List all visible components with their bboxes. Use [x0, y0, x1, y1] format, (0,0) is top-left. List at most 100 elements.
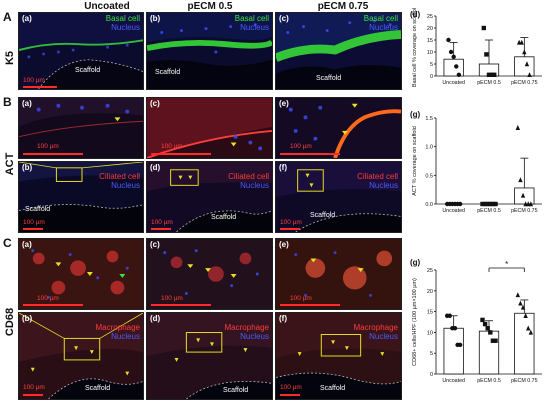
act-uncoated-zoom-micrograph: [19, 98, 143, 158]
cd68-pecm05-overview-micrograph: [147, 313, 272, 399]
legend-nucleus: Nucleus: [240, 23, 269, 32]
y-tick-label: 1.5: [425, 116, 433, 122]
x-tick-label: pECM 0.75: [511, 80, 538, 86]
panel-legend: Basal cell Nucleus: [235, 14, 269, 32]
panel-legend: Ciliated cell Nucleus: [99, 172, 140, 190]
x-tick-label: pECM 0.5: [477, 378, 501, 384]
row-label-act: ACT: [4, 152, 16, 176]
act-pecm05-overview-micrograph: [147, 162, 272, 232]
scale-bar: [151, 228, 171, 230]
data-point: [486, 72, 492, 77]
act-pecm075-overview-image: (f) Ciliated cell Nucleus Scaffold 100 µ…: [275, 161, 402, 233]
data-point: [492, 72, 497, 77]
scale-bar: [151, 304, 211, 306]
column-header-pecm-0-5: pECM 0.5: [187, 1, 233, 12]
data-point: [522, 49, 527, 55]
cd68-uncoated-zoom-image: (a) 100 µm: [18, 238, 144, 310]
legend-ciliated-cell: Ciliated cell: [357, 172, 398, 181]
data-point: [448, 49, 454, 55]
panel-tag: (d): [150, 314, 161, 323]
data-point: [526, 325, 531, 331]
k5-uncoated-image: (a) Basal cell Nucleus Scaffold 100 µm: [18, 12, 144, 90]
legend-ciliated-cell: Ciliated cell: [99, 172, 140, 181]
basal-cell-coverage-chart-svg: (d) 0 5 10 15 20 25 Basal cell % coverage on sc…: [410, 8, 542, 87]
data-point: [493, 201, 498, 207]
act-pecm075-overview-micrograph: [276, 162, 401, 232]
bar: [443, 327, 464, 375]
cd68-uncoated-overview-micrograph: [19, 313, 143, 399]
panel-tag: (c): [279, 14, 289, 23]
act-uncoated-zoom-image: (a) 100 µm: [18, 97, 144, 159]
scale-bar: [280, 153, 340, 155]
column-header-uncoated: Uncoated: [84, 1, 130, 12]
data-point: [488, 201, 493, 207]
chart-tag: (g): [410, 110, 421, 119]
y-tick-label: 15: [427, 38, 433, 44]
k5-pecm075-image: (c) Basal cell Nucleus Scaffold: [275, 12, 402, 90]
panel-tag: (b): [150, 14, 161, 23]
panel-tag: (f): [279, 314, 287, 323]
data-point: [485, 201, 490, 207]
section-b-letter: B: [3, 95, 12, 109]
column-header-pecm-0-75: pECM 0.75: [317, 1, 369, 12]
data-point: [524, 61, 530, 67]
data-point: [515, 292, 521, 298]
cd68-uncoated-zoom-micrograph: [19, 239, 143, 309]
scale-bar-label: 100 µm: [161, 295, 183, 302]
legend-nucleus: Nucleus: [240, 332, 269, 341]
data-point: [454, 64, 459, 69]
data-point: [518, 177, 523, 183]
y-tick-label: 0: [430, 74, 433, 80]
panel-tag: (a): [22, 99, 32, 108]
data-point: [456, 72, 462, 78]
panel-legend: Basal cell Nucleus: [364, 14, 398, 32]
panel-tag: (b): [22, 163, 33, 172]
panel-tag: (b): [22, 314, 33, 323]
y-tick-label: 25: [427, 14, 433, 20]
panel-tag: (e): [279, 99, 289, 108]
y-tick-label: 0.5: [425, 173, 433, 179]
data-point: [527, 72, 532, 77]
scale-bar-label: 100 µm: [161, 143, 183, 150]
data-point: [482, 201, 488, 207]
significance-marker: *: [505, 260, 508, 269]
scaffold-label: Scaffold: [320, 385, 346, 392]
x-tick-label: pECM 0.5: [477, 208, 501, 214]
data-point: [490, 338, 496, 343]
act-coverage-chart-svg: (g) 0.0 0.5 1.0 1.5 ACT % coverage on scaffol…: [410, 110, 542, 214]
act-uncoated-overview-micrograph: [19, 162, 143, 232]
data-point: [447, 313, 452, 318]
cd68-pecm075-zoom-image: (e) 100 µm: [275, 238, 402, 310]
k5-pecm05-micrograph: [147, 13, 272, 89]
panel-tag: (a): [22, 14, 32, 23]
data-point: [484, 52, 489, 57]
panel-tag: (a): [22, 240, 32, 249]
legend-nucleus: Nucleus: [240, 181, 269, 190]
scale-bar-label: 100 µm: [23, 384, 45, 391]
panel-tag: (c): [150, 240, 160, 249]
y-axis-label: CD68+ cells/HPF (100 µm×100 µm): [412, 278, 418, 366]
scale-bar: [280, 394, 300, 396]
scale-bar: [23, 228, 43, 230]
scale-bar-label: 100 µm: [23, 219, 45, 226]
scale-bar: [151, 153, 211, 155]
row-label-cd68: CD68: [4, 307, 16, 337]
data-point: [520, 192, 526, 198]
y-tick-label: 0.0: [425, 202, 433, 208]
scaffold-label: Scaffold: [85, 385, 111, 392]
act-pecm075-zoom-image: (e) 100 µm: [275, 97, 402, 159]
x-tick-label: Uncoated: [442, 208, 465, 214]
scale-bar-label: 100 µm: [280, 384, 302, 391]
scaffold-label: Scaffold: [155, 69, 181, 76]
data-point: [493, 338, 498, 343]
y-tick-label: 5: [430, 351, 433, 357]
y-tick-label: 20: [427, 289, 433, 295]
bar: [478, 330, 500, 375]
section-a-letter: A: [3, 10, 12, 24]
scale-bar: [280, 228, 300, 230]
bar: [514, 312, 535, 375]
panel-legend: Macrophage Nucleus: [354, 323, 398, 341]
scale-bar-label: 100 µm: [280, 219, 302, 226]
data-point: [452, 326, 458, 331]
data-point: [490, 201, 496, 207]
